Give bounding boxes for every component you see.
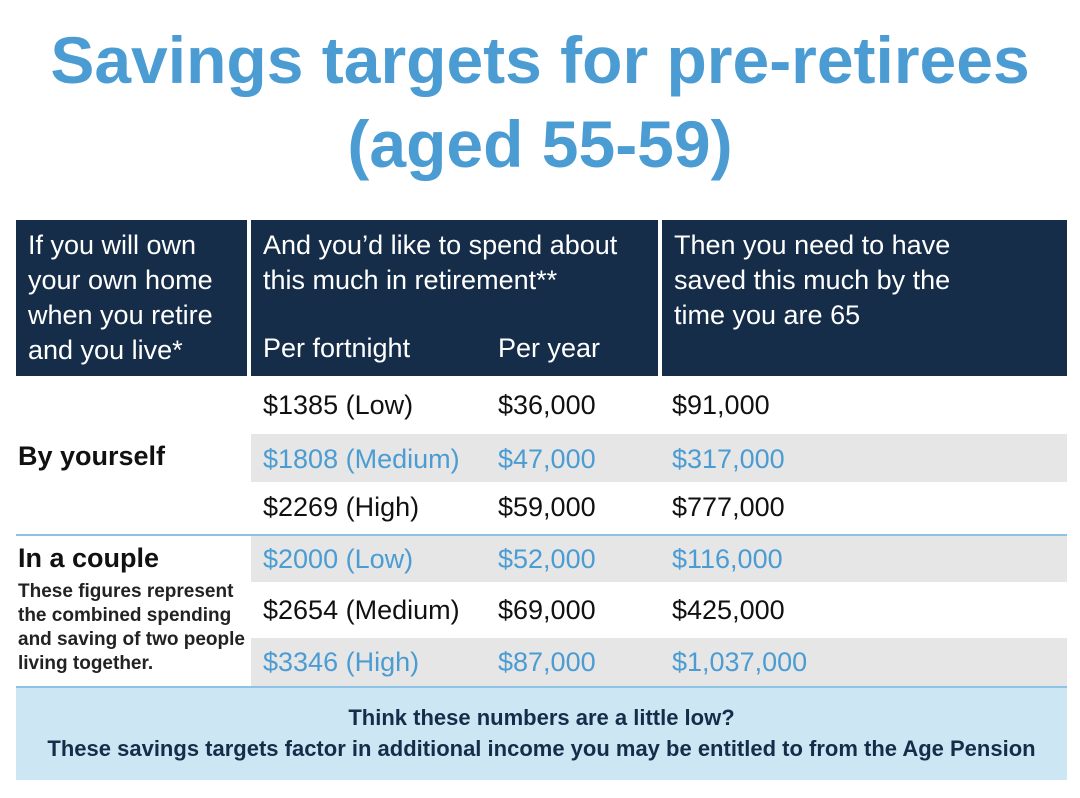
- group-label-couple: In a couple: [18, 543, 160, 573]
- title-line-2: (aged 55-59): [347, 107, 733, 181]
- table-bottom-divider: [16, 686, 1067, 688]
- group-label-single: By yourself: [18, 441, 166, 471]
- header-spending: And you’d like to spend about this much …: [251, 220, 658, 376]
- header-text: and you live*: [28, 335, 183, 365]
- header-text: when you retire: [28, 300, 213, 330]
- cell-year: $36,000: [498, 390, 596, 420]
- header-text: saved this much by the: [674, 265, 951, 295]
- cell-saved: $91,000: [672, 390, 770, 420]
- cell-saved: $116,000: [672, 544, 783, 574]
- cell-saved: $777,000: [672, 492, 785, 522]
- row-band: [251, 536, 1067, 582]
- cell-year: $69,000: [498, 595, 596, 625]
- footer-explanation: These savings targets factor in addition…: [47, 736, 1036, 761]
- cell-fortnight: $3346 (High): [263, 647, 420, 677]
- row-band: [251, 434, 1067, 482]
- cell-fortnight: $1808 (Medium): [263, 444, 460, 474]
- couple-note: These figures represent the combined spe…: [18, 581, 245, 674]
- subheader-per-fortnight: Per fortnight: [263, 333, 411, 363]
- cell-year: $52,000: [498, 544, 596, 574]
- row-band: [251, 638, 1067, 686]
- footer-callout: Think these numbers are a little low? Th…: [16, 688, 1067, 780]
- footer-question: Think these numbers are a little low?: [348, 705, 735, 730]
- cell-saved: $317,000: [672, 444, 785, 474]
- cell-fortnight: $2654 (Medium): [263, 595, 460, 625]
- cell-saved: $425,000: [672, 595, 785, 625]
- cell-year: $47,000: [498, 444, 596, 474]
- cell-saved: $1,037,000: [672, 647, 808, 677]
- subheader-per-year: Per year: [498, 333, 601, 363]
- header-text: If you will own: [28, 230, 197, 260]
- header-text: Then you need to have: [674, 230, 951, 260]
- cell-fortnight: $2269 (High): [263, 492, 420, 522]
- header-text: time you are 65: [674, 300, 861, 330]
- cell-fortnight: $1385 (Low): [263, 390, 414, 420]
- header-text: your own home: [28, 265, 213, 295]
- header-text: And you’d like to spend about: [263, 230, 618, 260]
- title-line-1: Savings targets for pre-retirees: [50, 23, 1030, 97]
- header-savings-needed: Then you need to have saved this much by…: [662, 220, 1067, 376]
- cell-year: $59,000: [498, 492, 596, 522]
- cell-year: $87,000: [498, 647, 596, 677]
- header-living-arrangement: If you will own your own home when you r…: [16, 220, 247, 376]
- header-text: this much in retirement**: [263, 265, 558, 295]
- group-divider: [16, 534, 1067, 536]
- cell-fortnight: $2000 (Low): [263, 544, 414, 574]
- page-title: Savings targets for pre-retirees (aged 5…: [0, 18, 1080, 186]
